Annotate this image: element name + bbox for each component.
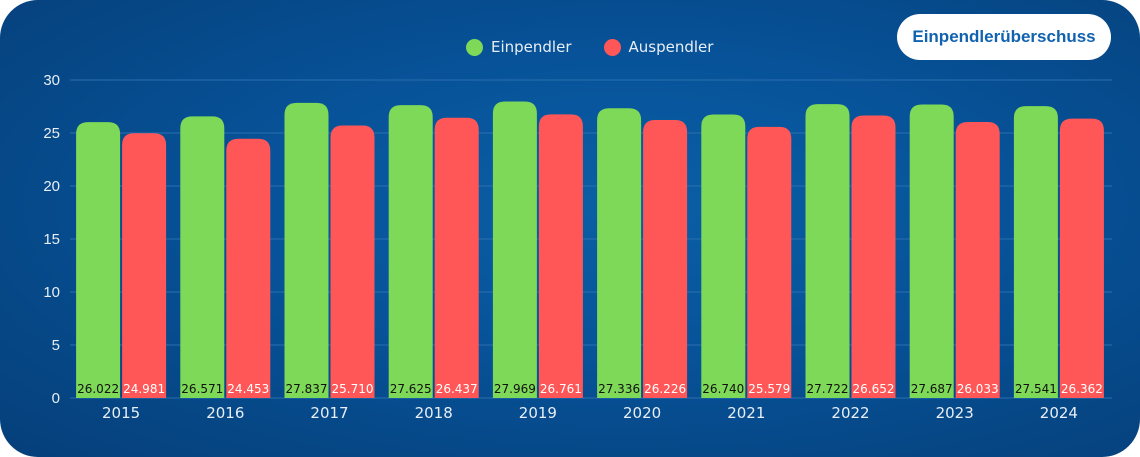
legend-item-einpendler[interactable]: Einpendler [466,38,572,56]
bar-auspendler-2022[interactable] [851,115,896,398]
y-tick-label: 20 [43,178,60,195]
bar-einpendler-2022[interactable] [805,104,850,399]
data-label-auspendler-2020: 26.226 [644,382,686,396]
x-tick-label: 2024 [1040,404,1078,422]
data-label-einpendler-2018: 27.625 [390,382,432,396]
y-tick-label: 10 [43,284,60,301]
x-tick-label: 2015 [102,404,140,422]
x-tick-label: 2023 [936,404,974,422]
legend-marker-einpendler [466,38,483,56]
bar-auspendler-2018[interactable] [434,117,479,399]
y-tick-label: 5 [52,337,60,354]
data-label-einpendler-2021: 26.740 [702,382,744,396]
bar-einpendler-2016[interactable] [180,116,225,398]
y-tick-label: 15 [43,231,60,248]
data-label-einpendler-2019: 27.969 [494,382,536,396]
x-tick-label: 2019 [519,404,557,422]
bar-auspendler-2023[interactable] [955,122,1000,398]
legend-label-einpendler: Einpendler [491,38,572,56]
legend-item-auspendler[interactable]: Auspendler [603,38,714,56]
bar-einpendler-2018[interactable] [388,105,433,399]
data-label-einpendler-2020: 27.336 [598,382,640,396]
data-label-auspendler-2023: 26.033 [957,382,999,396]
data-label-auspendler-2016: 24.453 [227,382,269,396]
bar-einpendler-2015[interactable] [76,122,121,398]
bar-auspendler-2021[interactable] [747,126,792,398]
legend-marker-auspendler [603,38,621,56]
data-label-einpendler-2017: 27.837 [286,382,328,396]
bar-auspendler-2015[interactable] [122,133,167,398]
data-label-einpendler-2024: 27.541 [1015,382,1057,396]
einpendlerueberschuss-badge[interactable]: Einpendlerüberschuss [897,14,1111,60]
data-label-auspendler-2021: 25.579 [748,382,790,396]
data-label-einpendler-2016: 26.571 [181,382,223,396]
data-label-einpendler-2022: 27.722 [807,382,849,396]
y-tick-label: 25 [43,125,60,142]
legend: Einpendler Auspendler [466,38,745,56]
x-tick-label: 2022 [831,404,869,422]
data-label-auspendler-2015: 24.981 [123,382,165,396]
bars [76,101,1104,399]
x-tick-label: 2016 [206,404,244,422]
legend-label-auspendler: Auspendler [628,38,714,56]
data-label-auspendler-2018: 26.437 [436,382,478,396]
bar-einpendler-2017[interactable] [284,102,329,399]
bar-einpendler-2021[interactable] [701,114,746,398]
data-label-einpendler-2023: 27.687 [911,382,953,396]
x-tick-label: 2021 [727,404,765,422]
bar-auspendler-2016[interactable] [226,138,271,398]
y-tick-label: 30 [43,72,60,89]
bar-einpendler-2024[interactable] [1013,106,1058,398]
data-label-auspendler-2019: 26.761 [540,382,582,396]
bar-einpendler-2020[interactable] [597,108,642,398]
bar-auspendler-2024[interactable] [1059,118,1104,398]
bar-auspendler-2017[interactable] [330,125,375,398]
x-tick-label: 2017 [310,404,348,422]
data-label-auspendler-2022: 26.652 [853,382,895,396]
data-labels: 26.022 24.981 26.571 24.453 27.837 25.710 27.6… [77,382,1103,396]
data-label-auspendler-2024: 26.362 [1061,382,1103,396]
bar-einpendler-2023[interactable] [909,104,954,399]
bar-auspendler-2020[interactable] [643,120,688,399]
bar-einpendler-2019[interactable] [492,101,537,399]
y-axis-ticks: 0 5 10 15 20 25 30 [43,72,60,407]
x-tick-label: 2018 [415,404,453,422]
x-axis-ticks: 2015 2016 2017 2018 2019 2020 2021 2022 2023 2024 [102,404,1078,422]
y-tick-label: 0 [52,390,60,407]
bar-auspendler-2019[interactable] [538,114,583,398]
x-tick-label: 2020 [623,404,661,422]
data-label-einpendler-2015: 26.022 [77,382,119,396]
data-label-auspendler-2017: 25.710 [332,382,374,396]
